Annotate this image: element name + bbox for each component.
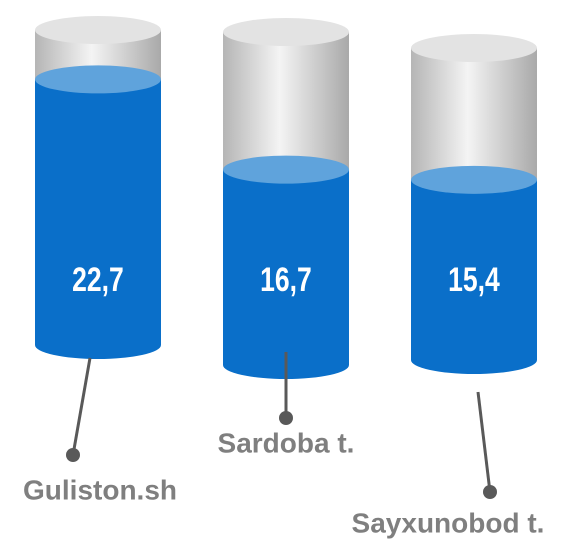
bar <box>411 179 537 374</box>
category-label: Sayxunobod t. <box>352 507 545 538</box>
tube-top <box>35 16 161 44</box>
bar-top <box>411 165 537 194</box>
value-label: 22,7 <box>72 261 124 299</box>
category-label: Sardoba t. <box>218 427 355 458</box>
value-label: 15,4 <box>448 261 500 299</box>
pointer-line <box>476 391 492 493</box>
bar-top <box>35 65 161 94</box>
bar <box>35 79 161 359</box>
tube-top <box>411 34 537 62</box>
tube-top <box>223 18 349 46</box>
bar <box>223 169 349 379</box>
bar-top <box>223 155 349 184</box>
pointer-line <box>71 357 92 456</box>
pointer-dot <box>483 485 497 499</box>
pointer-dot <box>66 448 80 462</box>
category-label: Guliston.sh <box>23 474 177 505</box>
value-label: 16,7 <box>260 261 312 299</box>
pointer-dot <box>279 411 293 425</box>
